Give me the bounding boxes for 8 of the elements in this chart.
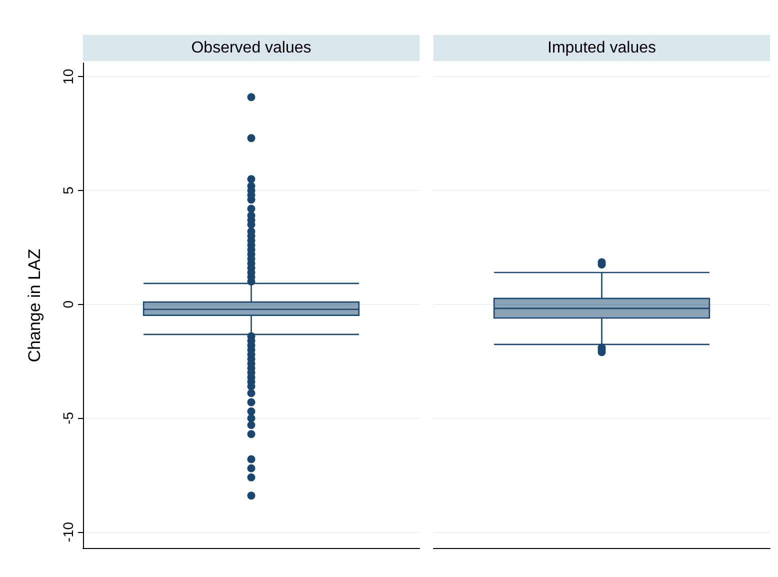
y-tick-label: 10 bbox=[60, 68, 76, 84]
y-tick-label: 5 bbox=[60, 186, 76, 194]
y-tick-label: -10 bbox=[60, 522, 76, 542]
y-tick-label: -5 bbox=[60, 412, 76, 424]
y-tick-label: 0 bbox=[60, 300, 76, 308]
y-axis-title: Change in LAZ bbox=[25, 248, 44, 362]
x-tick-label: Imputed values bbox=[547, 40, 656, 56]
x-tick-label: Observed values bbox=[191, 40, 312, 56]
